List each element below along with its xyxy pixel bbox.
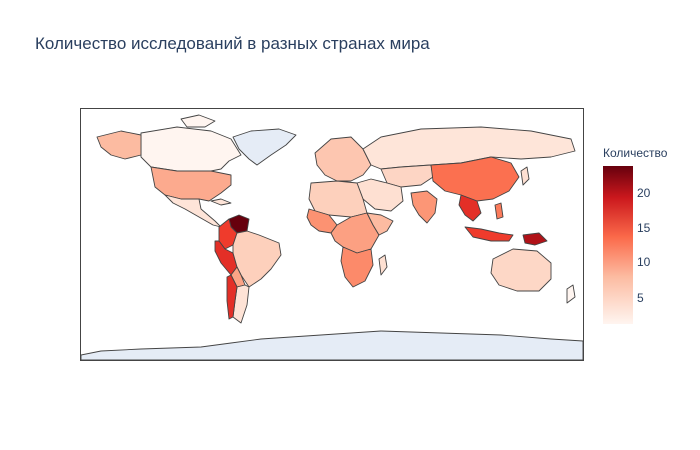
region-southern-africa[interactable] xyxy=(340,246,374,288)
colorbar-title: Количество xyxy=(603,146,668,160)
region-chile[interactable] xyxy=(226,274,238,320)
region-arctic-islands[interactable] xyxy=(180,114,216,128)
region-china[interactable] xyxy=(430,156,520,202)
region-greenland[interactable] xyxy=(232,128,297,166)
region-japan[interactable] xyxy=(520,166,530,186)
region-indonesia[interactable] xyxy=(464,226,514,242)
region-madagascar[interactable] xyxy=(378,254,388,276)
map-svg xyxy=(81,114,583,360)
region-alaska[interactable] xyxy=(96,130,142,160)
region-southeast-asia[interactable] xyxy=(458,194,482,222)
region-europe[interactable] xyxy=(314,136,372,182)
world-choropleth-map[interactable] xyxy=(80,108,584,361)
region-antarctica[interactable] xyxy=(81,330,583,360)
colorbar-gradient xyxy=(603,166,633,324)
region-east-africa[interactable] xyxy=(366,212,394,236)
colorbar-tick-label: 10 xyxy=(637,255,651,269)
region-australia[interactable] xyxy=(490,248,552,292)
colorbar-tick-label: 5 xyxy=(637,291,644,305)
region-india[interactable] xyxy=(410,190,438,224)
colorbar-tick-label: 20 xyxy=(637,186,651,200)
region-canada[interactable] xyxy=(140,126,242,172)
region-middle-east[interactable] xyxy=(356,178,404,212)
region-mexico[interactable] xyxy=(164,194,222,228)
region-brazil[interactable] xyxy=(232,230,282,288)
chart-title: Количество исследований в разных странах… xyxy=(35,34,430,53)
colorbar-tick-label: 15 xyxy=(637,221,651,235)
region-papua-new-guinea[interactable] xyxy=(522,232,548,246)
region-philippines[interactable] xyxy=(494,202,504,220)
region-west-africa[interactable] xyxy=(306,208,338,234)
region-united-states[interactable] xyxy=(150,166,232,202)
region-caribbean[interactable] xyxy=(210,198,232,206)
region-new-zealand[interactable] xyxy=(566,284,576,304)
